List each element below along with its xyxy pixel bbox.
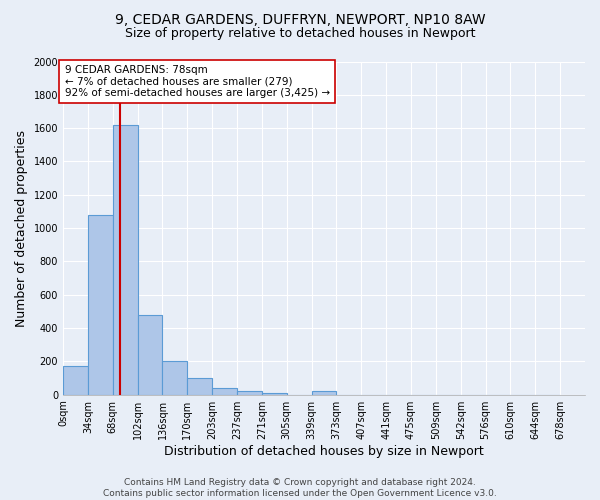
Text: 9 CEDAR GARDENS: 78sqm
← 7% of detached houses are smaller (279)
92% of semi-det: 9 CEDAR GARDENS: 78sqm ← 7% of detached … bbox=[65, 65, 329, 98]
Bar bbox=[163, 362, 187, 394]
Text: 9, CEDAR GARDENS, DUFFRYN, NEWPORT, NP10 8AW: 9, CEDAR GARDENS, DUFFRYN, NEWPORT, NP10… bbox=[115, 12, 485, 26]
Bar bbox=[113, 125, 137, 394]
Bar bbox=[63, 366, 88, 394]
Bar bbox=[137, 314, 163, 394]
Text: Size of property relative to detached houses in Newport: Size of property relative to detached ho… bbox=[125, 28, 475, 40]
Y-axis label: Number of detached properties: Number of detached properties bbox=[15, 130, 28, 326]
Bar bbox=[212, 388, 237, 394]
Bar bbox=[237, 392, 262, 394]
Bar bbox=[88, 215, 113, 394]
Bar bbox=[311, 392, 337, 394]
Text: Contains HM Land Registry data © Crown copyright and database right 2024.
Contai: Contains HM Land Registry data © Crown c… bbox=[103, 478, 497, 498]
Bar bbox=[187, 378, 212, 394]
Bar bbox=[262, 393, 287, 394]
X-axis label: Distribution of detached houses by size in Newport: Distribution of detached houses by size … bbox=[164, 444, 484, 458]
